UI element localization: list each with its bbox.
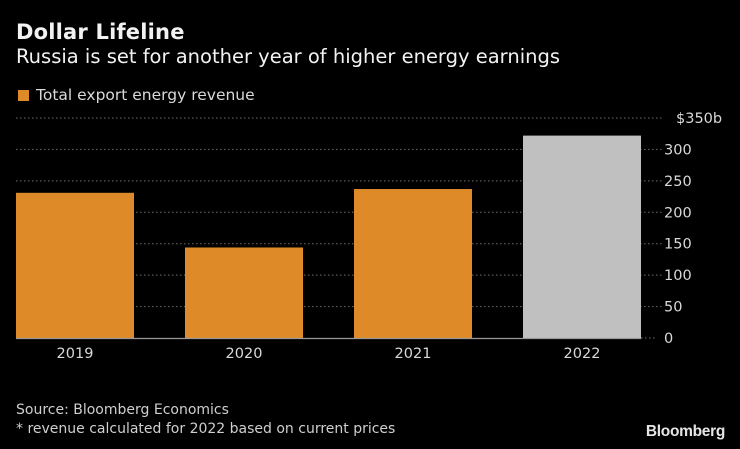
bar-2022 [523, 135, 641, 338]
legend-label-revenue: Total export energy revenue [36, 86, 255, 104]
bar-2021 [354, 189, 472, 338]
y-tick-label: $350b [676, 111, 722, 127]
y-tick-label: 100 [664, 268, 692, 284]
bloomberg-logo: Bloomberg [645, 423, 725, 440]
legend: Total export energy revenue [18, 86, 255, 104]
x-tick-label: 2019 [57, 346, 94, 362]
y-tick-label: 150 [664, 237, 692, 253]
bar-2019 [16, 192, 134, 338]
x-tick-label: 2021 [395, 346, 432, 362]
y-axis: 0 50 100 150 200 250 300 $350b [664, 111, 722, 347]
x-tick-label: 2022 [564, 346, 601, 362]
y-tick-label: 200 [664, 205, 692, 221]
bar-2020 [185, 247, 303, 338]
x-tick-label: 2020 [226, 346, 263, 362]
chart-subtitle: Russia is set for another year of higher… [16, 45, 561, 68]
source-note: Source: Bloomberg Economics [16, 402, 229, 418]
legend-swatch-revenue [18, 89, 29, 101]
y-tick-label: 0 [664, 331, 673, 347]
footnote: * revenue calculated for 2022 based on c… [16, 420, 396, 437]
y-tick-label: 50 [664, 300, 682, 316]
chart-title: Dollar Lifeline [16, 20, 185, 44]
bars [16, 135, 641, 338]
footer: Source: Bloomberg Economics * revenue ca… [16, 401, 395, 438]
y-tick-label: 300 [664, 142, 692, 158]
x-axis-labels: 2019 2020 2021 2022 [57, 346, 601, 362]
y-tick-label: 250 [664, 174, 692, 190]
